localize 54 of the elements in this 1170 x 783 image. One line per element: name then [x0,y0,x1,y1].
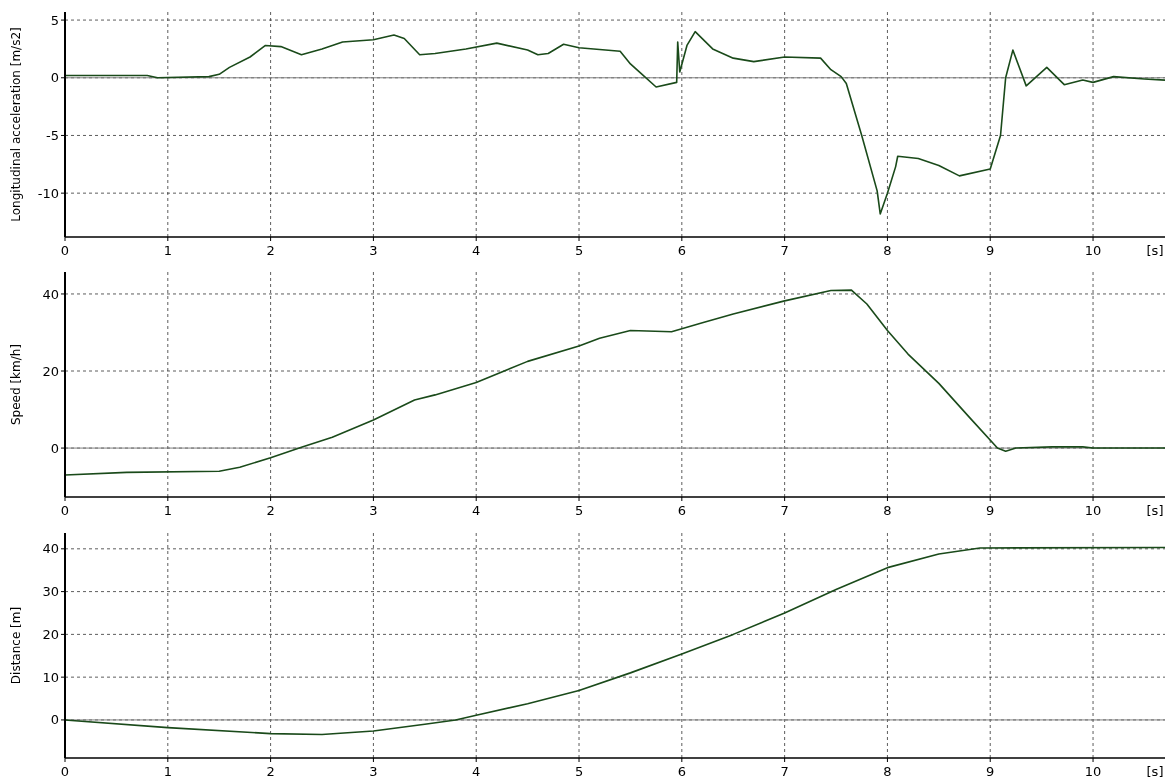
line-series [64,30,1166,215]
x-tick-label: 7 [780,243,789,258]
x-tick-label: 5 [574,764,584,779]
x-tick-label: 2 [266,243,275,258]
x-tick-label: 3 [369,764,378,779]
x-tick-label: 6 [677,764,686,779]
y-tick-label: 20 [42,626,59,642]
x-tick-label: 3 [369,243,378,258]
line-series [64,546,1166,736]
y-axis-title: Longitudinal acceleration [m/s2] [9,27,23,222]
y-tick-label: 40 [42,286,59,302]
y-tick-label: 0 [50,440,59,456]
x-tick-label: 6 [677,503,686,518]
x-tick-label: 4 [472,503,481,518]
y-tick-label: 40 [42,541,59,557]
x-tick-label: 1 [163,764,172,779]
x-tick-label: 9 [986,503,995,518]
y-axis-title: Distance [m] [9,606,23,685]
x-tick-label: 8 [883,503,892,518]
x-tick-label: 7 [780,503,789,518]
x-tick-label: 4 [472,764,481,779]
x-tick-label: 5 [574,503,584,518]
x-tick-label: 4 [472,243,481,258]
y-tick-label: 20 [42,363,59,379]
y-tick-label: 0 [50,70,59,86]
x-tick-label: 10 [1084,764,1102,779]
x-tick-label: 6 [677,243,686,258]
y-tick-label: 10 [42,669,59,685]
x-tick-label: 5 [574,243,584,258]
x-axis-title: [s] [1146,503,1164,518]
x-tick-label: 0 [60,243,70,258]
x-tick-label: 2 [266,764,275,779]
x-axis-title: [s] [1146,764,1164,779]
x-tick-label: 9 [986,764,995,779]
y-tick-label: 5 [50,12,59,28]
x-tick-label: 8 [883,243,892,258]
x-axis-title: [s] [1146,243,1164,258]
x-tick-label: 9 [986,243,995,258]
x-tick-label: 10 [1084,243,1102,258]
y-tick-label: 30 [42,584,59,600]
x-tick-label: 0 [60,503,70,518]
x-tick-label: 1 [163,503,172,518]
x-tick-label: 3 [369,503,378,518]
y-axis-title: Speed [km/h] [9,343,23,426]
y-tick-label: -5 [46,128,59,144]
x-tick-label: 7 [780,764,789,779]
line-series [64,289,1166,476]
x-tick-label: 0 [60,764,70,779]
y-tick-label: -10 [37,185,59,201]
x-tick-label: 10 [1084,503,1102,518]
x-tick-label: 2 [266,503,275,518]
x-tick-label: 1 [163,243,172,258]
x-tick-label: 8 [883,764,892,779]
y-tick-label: 0 [50,712,59,728]
